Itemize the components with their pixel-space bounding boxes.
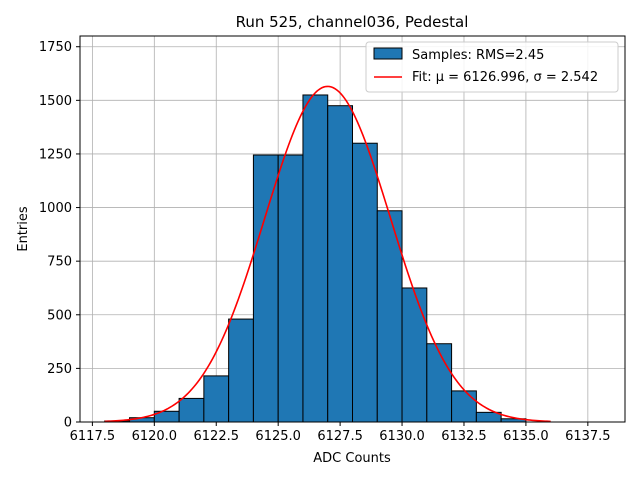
y-tick-label: 1500 <box>39 94 72 109</box>
legend-hist-label: Samples: RMS=2.45 <box>412 48 544 63</box>
histogram-bar <box>352 142 378 423</box>
y-axis-ticks: 0 250 500 750 1000 1250 1500 1750 <box>39 40 80 431</box>
y-tick-label: 1750 <box>39 40 72 55</box>
histogram-bar <box>203 375 230 423</box>
histogram-bar <box>451 390 477 423</box>
x-tick-label: 6120.0 <box>132 429 178 444</box>
gaussian-fit-curve <box>104 85 551 423</box>
x-tick-label: 6132.5 <box>441 429 487 444</box>
histogram-bar <box>302 94 329 423</box>
histogram-bar <box>277 154 304 423</box>
x-tick-label: 6125.0 <box>255 429 301 444</box>
x-tick-label: 6122.5 <box>194 429 240 444</box>
legend-fit-label: Fit: μ = 6126.996, σ = 2.542 <box>412 70 598 85</box>
histogram-bar <box>426 343 453 423</box>
histogram-bar <box>178 397 205 423</box>
y-tick-label: 0 <box>64 416 72 431</box>
histogram-bar <box>376 210 403 423</box>
y-tick-label: 1250 <box>39 147 72 162</box>
plot-frame <box>79 35 626 423</box>
histogram-bar <box>228 318 254 423</box>
legend-box <box>365 41 619 93</box>
x-tick-label: 6130.0 <box>379 429 425 444</box>
legend-hist-swatch <box>373 47 403 60</box>
histogram-bar <box>401 287 428 423</box>
histogram-bar <box>327 105 353 423</box>
y-axis-label: Entries <box>16 206 31 252</box>
y-tick-label: 750 <box>47 255 72 270</box>
chart-title: Run 525, channel036, Pedestal <box>236 13 469 31</box>
x-tick-label: 6135.0 <box>503 429 549 444</box>
y-tick-label: 500 <box>47 308 72 323</box>
histogram-bars <box>104 94 527 423</box>
x-axis-label: ADC Counts <box>313 451 391 466</box>
y-tick-label: 250 <box>47 362 72 377</box>
x-axis-ticks: 6117.5 6120.0 6122.5 6125.0 6127.5 6130.0 6132… <box>70 422 611 444</box>
x-tick-label: 6117.5 <box>70 429 116 444</box>
histogram-bar <box>252 154 279 423</box>
legend: Samples: RMS=2.45 Fit: μ = 6126.996, σ =… <box>365 41 619 93</box>
x-tick-label: 6127.5 <box>317 429 363 444</box>
y-tick-label: 1000 <box>39 201 72 216</box>
x-tick-label: 6137.5 <box>565 429 611 444</box>
